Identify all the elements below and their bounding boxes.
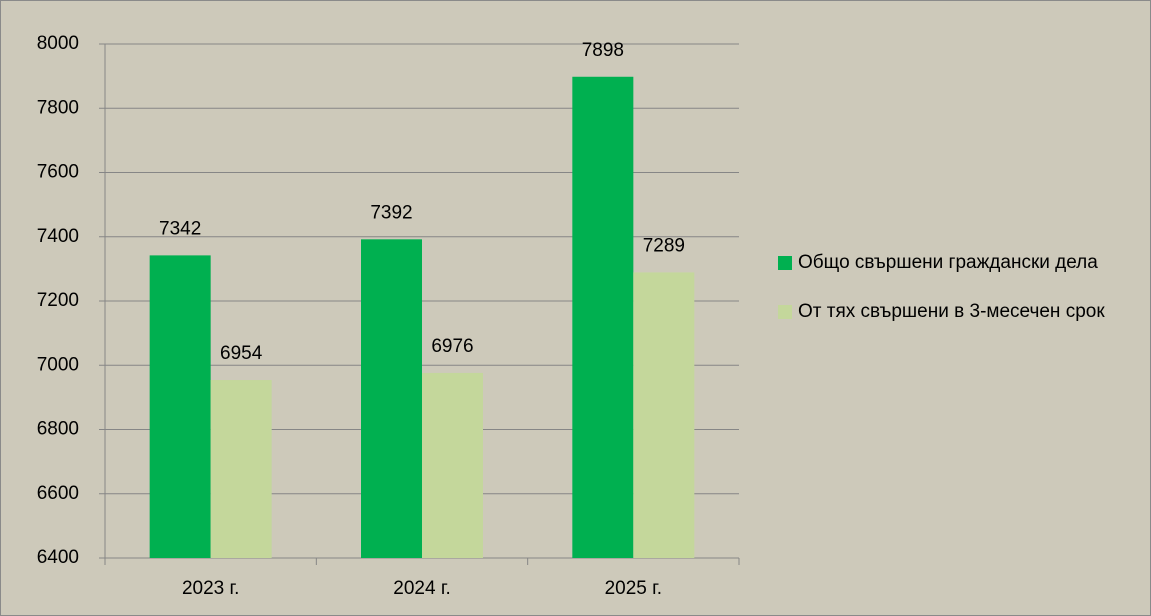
y-tick-label: 7400 — [37, 226, 79, 247]
bar — [572, 76, 634, 558]
bar — [149, 255, 211, 558]
y-tick-label: 6600 — [37, 483, 79, 504]
legend-label: Общо свършени граждански дела — [798, 252, 1098, 273]
legend-swatch — [778, 305, 792, 319]
data-label: 6976 — [431, 336, 473, 357]
bar — [361, 239, 422, 558]
y-tick-label: 7200 — [37, 290, 79, 311]
y-tick-label: 6800 — [37, 419, 79, 440]
bar — [210, 380, 272, 558]
legend: Общо свършени граждански дела От тях свър… — [778, 247, 1138, 345]
y-tick-label: 7600 — [37, 162, 79, 183]
y-tick-label: 8000 — [37, 33, 79, 54]
data-label: 6954 — [220, 343, 263, 364]
legend-item: Общо свършени граждански дела — [778, 247, 1138, 278]
y-tick-label: 7000 — [37, 354, 79, 375]
y-tick-label: 7800 — [37, 97, 79, 118]
bar — [633, 272, 695, 558]
x-tick-label: 2024 г. — [393, 578, 450, 599]
y-tick-label: 6400 — [37, 547, 79, 568]
data-label: 7342 — [159, 218, 201, 239]
legend-item: От тях свършени в 3-месечен срок — [778, 296, 1138, 327]
legend-swatch — [778, 256, 792, 270]
data-label: 7289 — [643, 235, 685, 256]
x-tick-label: 2025 г. — [605, 578, 662, 599]
data-label: 7392 — [370, 202, 412, 223]
x-tick-label: 2023 г. — [182, 578, 239, 599]
legend-label: От тях свършени в 3-месечен срок — [798, 301, 1105, 322]
data-label: 7898 — [582, 40, 624, 61]
bar — [422, 372, 483, 558]
